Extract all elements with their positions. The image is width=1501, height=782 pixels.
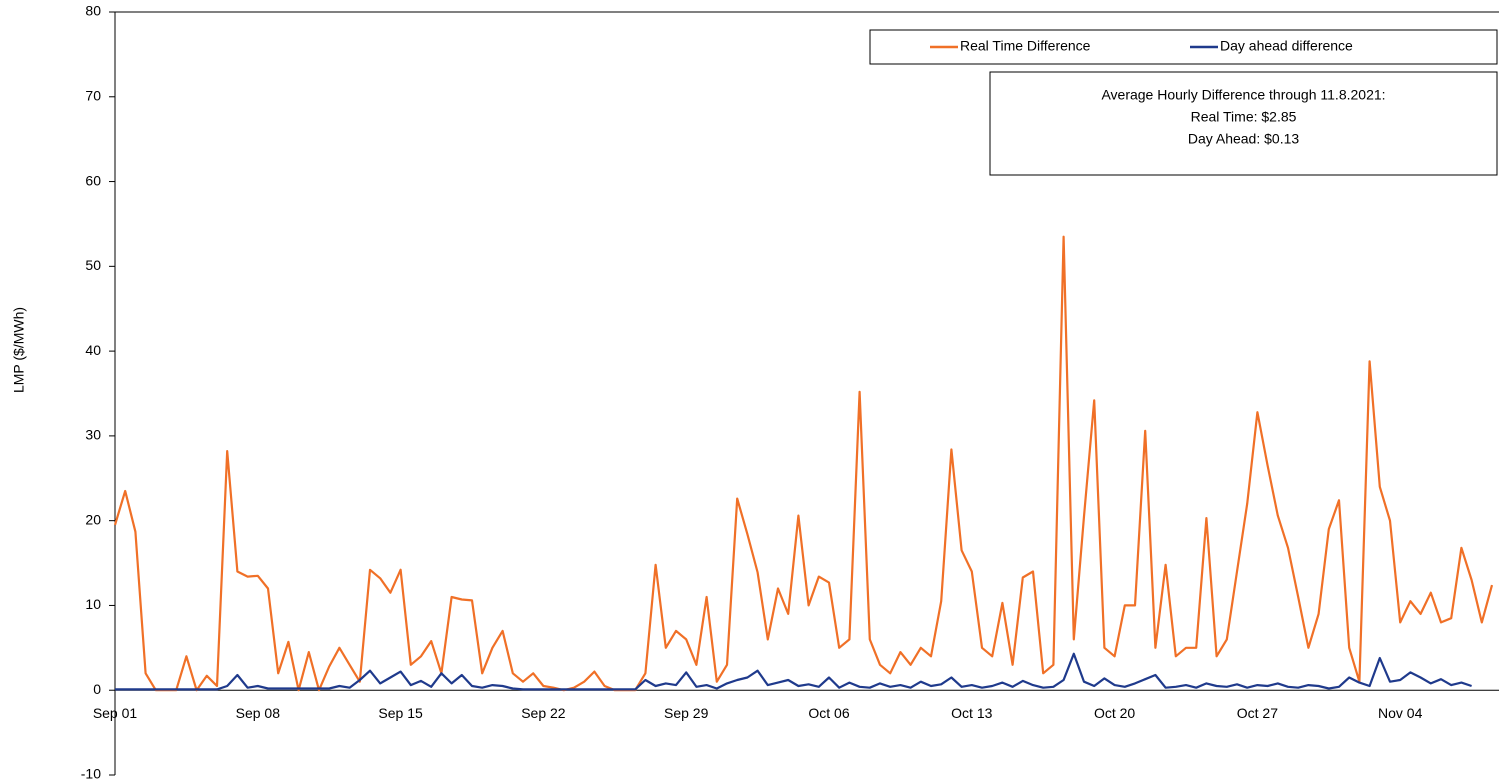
y-tick-label: -10 (81, 766, 101, 782)
annotation-text: Average Hourly Difference through 11.8.2… (1101, 87, 1385, 103)
x-tick-label: Sep 15 (378, 705, 423, 721)
legend-label: Day ahead difference (1220, 38, 1353, 54)
annotation-box (989, 71, 1498, 176)
x-tick-label: Oct 27 (1237, 705, 1278, 721)
y-tick-label: 70 (85, 87, 101, 103)
y-tick-label: 0 (93, 681, 101, 697)
x-tick-label: Oct 06 (808, 705, 849, 721)
legend-label: Real Time Difference (960, 38, 1091, 54)
x-tick-label: Oct 20 (1094, 705, 1135, 721)
x-tick-label: Sep 01 (93, 705, 138, 721)
y-tick-label: 20 (85, 511, 101, 527)
x-tick-label: Oct 13 (951, 705, 992, 721)
x-tick-label: Sep 29 (664, 705, 709, 721)
y-axis-label: LMP ($/MWh) (11, 307, 27, 393)
x-tick-label: Sep 08 (236, 705, 281, 721)
series-line (115, 652, 1472, 691)
y-tick-label: 40 (85, 342, 101, 358)
y-tick-label: 60 (85, 172, 101, 188)
annotation-text: Day Ahead: $0.13 (1188, 131, 1300, 147)
y-tick-label: 80 (85, 3, 101, 19)
y-tick-label: 10 (85, 596, 101, 612)
legend-box (869, 29, 1498, 65)
y-tick-label: 50 (85, 257, 101, 273)
annotation-text: Real Time: $2.85 (1191, 109, 1297, 125)
series-line (113, 235, 1494, 692)
x-tick-label: Sep 22 (521, 705, 566, 721)
x-tick-label: Nov 04 (1378, 705, 1423, 721)
y-tick-label: 30 (85, 427, 101, 443)
